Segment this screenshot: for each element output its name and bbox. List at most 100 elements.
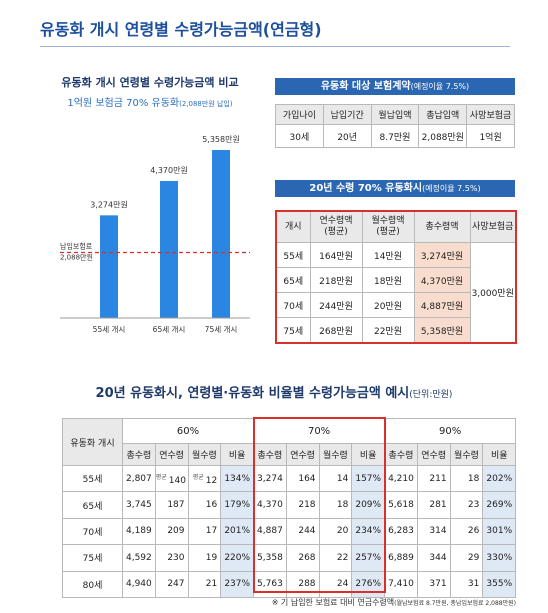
- subcolumn-header: 총수령: [384, 443, 418, 466]
- cell: 202%: [482, 464, 517, 493]
- subcolumn-header: 비율: [220, 443, 255, 466]
- column-header: 연수령액 (평균): [309, 210, 363, 243]
- cell: 4,210: [384, 464, 418, 493]
- age-cell: 75세: [62, 544, 123, 572]
- cell: 20년: [322, 124, 372, 148]
- header-line: 사망보험금: [472, 221, 514, 232]
- cell: 4,887: [253, 517, 287, 546]
- cell: 355%: [482, 570, 517, 598]
- column-header: 월납입액: [370, 104, 420, 125]
- cell: 234%: [351, 517, 386, 546]
- contract-title-note: (예정이율 7.5%): [410, 82, 470, 91]
- header-row: 개시 연수령액 (평균) 월수령액 (평균) 총수령액 사망보험금: [275, 210, 517, 243]
- ratio-title-text: 20년 유동화시, 연령별·유동화 비율별 수령가능금액 예시: [95, 386, 410, 401]
- cell: 31: [449, 570, 484, 598]
- cell: 244만원: [309, 292, 363, 318]
- cell: 18: [449, 464, 484, 493]
- category-label: 65세 개시: [153, 324, 186, 334]
- cell: 21: [187, 570, 222, 598]
- data-row: 30세 20년 8.7만원 2,088만원 1억원: [275, 124, 515, 148]
- cell: 301%: [482, 517, 517, 546]
- column-header: 납입기간: [322, 104, 372, 125]
- cell: 22: [318, 544, 353, 572]
- header-row: 가입나이 납입기간 월납입액 총납입액 사망보험금: [275, 104, 515, 125]
- subcolumn-header: 연수령: [285, 443, 320, 466]
- cell: 218: [285, 491, 320, 519]
- cell: 6,283: [384, 517, 418, 546]
- subtitle-note: (2,088만원 납입): [179, 100, 233, 108]
- cell: 4,592: [122, 544, 156, 572]
- cell: 218만원: [309, 267, 363, 293]
- data-row: 75세 4,592 230 19 220% 5,358 268 22 257% 6,889 344 2…: [62, 544, 517, 572]
- cell: 6,889: [384, 544, 418, 572]
- payout-title-text: 20년 수령 70% 유동화시: [309, 183, 423, 194]
- cell: 14: [318, 464, 353, 493]
- cell: 187: [154, 491, 189, 519]
- cell: 4,370만원: [413, 267, 471, 293]
- cell: 3,745: [122, 491, 156, 519]
- cell-text: 12: [205, 475, 218, 486]
- row-header: 유동화 개시: [62, 418, 123, 466]
- cell-text: 140: [168, 475, 186, 486]
- data-row: 55세 2,807 평균 140 평균 12 134% 3,274 164 14 157% 4,210…: [62, 464, 517, 493]
- cell: 288: [285, 570, 320, 598]
- chart-title: 유동화 개시 연령별 수령가능금액 비교: [61, 76, 239, 89]
- footnote-text: ※ 기 납입한 보험료 대비 연금수령액: [271, 598, 395, 607]
- cell: 268만원: [309, 317, 363, 344]
- footnote-note: (월납보험료 8.7만원, 총납입보험료 2,088만원): [394, 600, 516, 607]
- column-header: 사망보험금: [469, 210, 517, 243]
- cell: 2,807: [122, 464, 156, 493]
- data-row: 65세 218만원 18만원 4,370만원: [275, 267, 516, 293]
- data-row: 55세 164만원 14만원 3,274만원 3,000만원: [275, 242, 517, 344]
- cell: 8.7만원: [370, 124, 420, 148]
- category-label: 55세 개시: [93, 324, 126, 334]
- cell: 157%: [351, 464, 386, 493]
- cell: 237%: [220, 570, 255, 598]
- cell: 18만원: [361, 267, 415, 293]
- subcolumn-header: 연수령: [416, 443, 451, 466]
- cell: 268: [285, 544, 320, 572]
- cell: 314: [416, 517, 451, 546]
- cell: 201%: [220, 517, 255, 546]
- subcolumn-header: 월수령: [318, 443, 353, 466]
- cell: 209%: [351, 491, 386, 519]
- cell: 14만원: [361, 242, 415, 268]
- cell: 276%: [351, 570, 386, 598]
- death-benefit: 3,000만원: [469, 242, 517, 344]
- subcolumn-header: 월수령: [187, 443, 222, 466]
- cell: 4,189: [122, 517, 156, 546]
- cell: 371: [416, 570, 451, 598]
- cell: 3,274: [253, 464, 287, 493]
- age-cell: 65세: [62, 491, 123, 519]
- column-header: 월수령액 (평균): [361, 210, 415, 243]
- reference-label: 2,088만원: [60, 253, 93, 262]
- age-cell: 55세: [62, 464, 123, 493]
- header-line: (평균): [324, 227, 348, 237]
- cell: 5,358: [253, 544, 287, 572]
- header-line: 개시: [284, 221, 302, 232]
- contract-table: 가입나이 납입기간 월납입액 총납입액 사망보험금 30세 20년 8.7만원 2,088만원 1…: [275, 104, 515, 148]
- payout-title-note: (예정이율 7.5%): [422, 184, 481, 193]
- cell: 257%: [351, 544, 386, 572]
- cell: 70세: [275, 292, 311, 318]
- data-row: 70세 4,189 209 17 201% 4,887 244 20 234% 6,283 314 2…: [62, 517, 517, 546]
- cell: 164만원: [309, 242, 363, 268]
- cell: 20만원: [361, 292, 415, 318]
- group-header: 60%: [121, 418, 255, 444]
- subcolumn-header: 총수령: [122, 443, 156, 466]
- cell: 247: [154, 570, 189, 598]
- bar: [160, 180, 178, 318]
- page-title: 유동화 개시 연령별 수령가능금액(연금형): [40, 20, 322, 39]
- contract-title-text: 유동화 대상 보험계약: [320, 81, 411, 92]
- cell: 7,410: [384, 570, 418, 598]
- cell: 18: [318, 491, 353, 519]
- column-header: 사망보험금: [466, 104, 515, 125]
- value-label: 5,358만원: [202, 135, 240, 144]
- cell: 134%: [220, 464, 255, 493]
- cell: 17: [187, 517, 222, 546]
- header-line: (평균): [376, 227, 400, 237]
- cell: 1억원: [466, 124, 515, 148]
- cell: 16: [187, 491, 222, 519]
- contract-table-title: 유동화 대상 보험계약(예정이율 7.5%): [275, 78, 515, 95]
- cell: 23: [449, 491, 484, 519]
